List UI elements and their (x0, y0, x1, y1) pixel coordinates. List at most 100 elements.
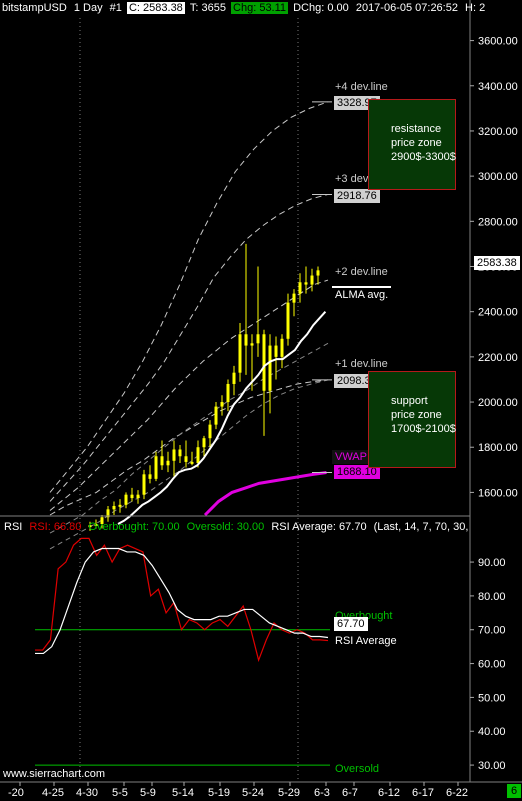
x-tick-label: 6-17 (412, 787, 434, 799)
price-tick-label: 2400.00 (478, 307, 518, 319)
plus3-dev-value: 2918.76 (334, 189, 380, 203)
datetime-value: 2017-06-05 07:26:52 (355, 2, 458, 14)
dev-line-3 (49, 193, 329, 502)
x-tick-label: 5-24 (242, 787, 264, 799)
candle-body (310, 275, 314, 285)
candle-body (130, 494, 134, 499)
candle-body (112, 505, 116, 510)
candle-body (256, 334, 260, 344)
candle-body (88, 525, 92, 528)
candle-body (316, 270, 320, 276)
plus1-dev-label: +1 dev.line (335, 358, 388, 370)
resistance-zone: resistance price zone 2900$-3300$ (368, 99, 456, 190)
rsi-lines (35, 537, 330, 766)
candle-body (304, 282, 308, 285)
rsi-tick-label: 70.00 (478, 625, 506, 637)
candle-body (232, 372, 236, 384)
candle-body (238, 334, 242, 373)
chart-number: #1 (109, 2, 122, 14)
candle-body (268, 345, 272, 391)
symbol-label: bitstampUSD (2, 2, 67, 14)
candle-body (286, 302, 290, 339)
x-tick-label: 5-5 (112, 787, 128, 799)
candle-body (190, 461, 194, 464)
price-tick-label: 2800.00 (478, 216, 518, 228)
candle-body (244, 334, 248, 346)
candle-body (124, 494, 128, 505)
support-zone: support price zone 1700$-2100$ (368, 371, 456, 468)
candle-body (160, 456, 164, 466)
dev-line-4 (49, 101, 329, 493)
candle-body (250, 343, 254, 346)
deviation-lines (49, 101, 329, 550)
candle-body (142, 474, 146, 495)
x-tick-label: -20 (8, 787, 24, 799)
candle-body (226, 383, 230, 403)
support-line-1: support (391, 395, 428, 407)
rsi-line (35, 537, 329, 663)
x-tick-label: 4-30 (76, 787, 98, 799)
rsi-header: RSI RSI: 66.80 Overbought: 70.00 Oversol… (2, 519, 470, 535)
price-tick-label: 1600.00 (478, 487, 518, 499)
overlay-lines (117, 101, 332, 525)
change-value: Chg: 53.11 (231, 2, 289, 14)
candle-body (202, 438, 206, 448)
candle-body (208, 424, 212, 439)
rsi-tick-label: 50.00 (478, 692, 506, 704)
rsi-tick-label: 80.00 (478, 591, 506, 603)
x-tick-label: 6-12 (378, 787, 400, 799)
resistance-line-3: 2900$-3300$ (391, 151, 456, 163)
candle-body (220, 402, 224, 407)
candle-body (94, 524, 98, 527)
candle-body (148, 474, 152, 479)
oversold-label: Oversold (335, 763, 380, 775)
candle-body (118, 504, 122, 507)
x-tick-label: 5-9 (140, 787, 156, 799)
price-tick-label: 3200.00 (478, 126, 518, 138)
rsi-value: RSI: 66.80 (29, 521, 82, 533)
plus2-dev-label: +2 dev.line (335, 266, 388, 278)
rsi-tick-label: 30.00 (478, 760, 506, 772)
price-tick-label: 1800.00 (478, 442, 518, 454)
alma-line (117, 311, 327, 525)
candle-body (166, 460, 170, 466)
x-tick-label: 6-7 (342, 787, 358, 799)
price-tick-label: 3600.00 (478, 36, 518, 48)
chart-header: bitstampUSD 1 Day #1 C: 2583.38 T: 3655 … (0, 0, 487, 16)
x-tick-label: 4-25 (42, 787, 64, 799)
resistance-line-2: price zone (391, 137, 442, 149)
candle-body (196, 447, 200, 464)
candle-body (172, 449, 176, 461)
candle-body (106, 509, 110, 518)
dev-line-2 (49, 279, 329, 511)
candle-body (136, 494, 140, 499)
dchange-value: DChg: 0.00 (293, 2, 349, 14)
rsi-name: RSI (4, 521, 23, 533)
last-price-marker: 2583.38 (474, 256, 520, 270)
rsi-average-line (35, 547, 329, 655)
candle-body (178, 449, 182, 457)
close-price: C: 2583.38 (126, 2, 185, 14)
candle-body (100, 517, 104, 525)
rsi-average: RSI Average: 67.70 (271, 521, 367, 533)
candle-body (184, 456, 188, 462)
candle-body (214, 406, 218, 425)
rsi-average-box: 67.70 (334, 617, 368, 631)
support-line-2: price zone (391, 409, 442, 421)
rsi-average-label: RSI Average (335, 635, 397, 647)
rsi-tick-label: 40.00 (478, 726, 506, 738)
candle-body (298, 282, 302, 294)
x-tick-label: 5-19 (208, 787, 230, 799)
x-tick-label: 6-22 (446, 787, 468, 799)
vwap-line (203, 471, 327, 517)
candle-body (292, 293, 296, 303)
lower-envelope-0 (49, 379, 329, 550)
rsi-tick-label: 90.00 (478, 557, 506, 569)
price-tick-label: 3000.00 (478, 171, 518, 183)
vwap-value: 1688.10 (334, 465, 380, 479)
candle-body (154, 456, 158, 479)
volume-value: T: 3655 (189, 2, 226, 14)
candle-body (274, 345, 278, 357)
price-tick-label: 3400.00 (478, 81, 518, 93)
